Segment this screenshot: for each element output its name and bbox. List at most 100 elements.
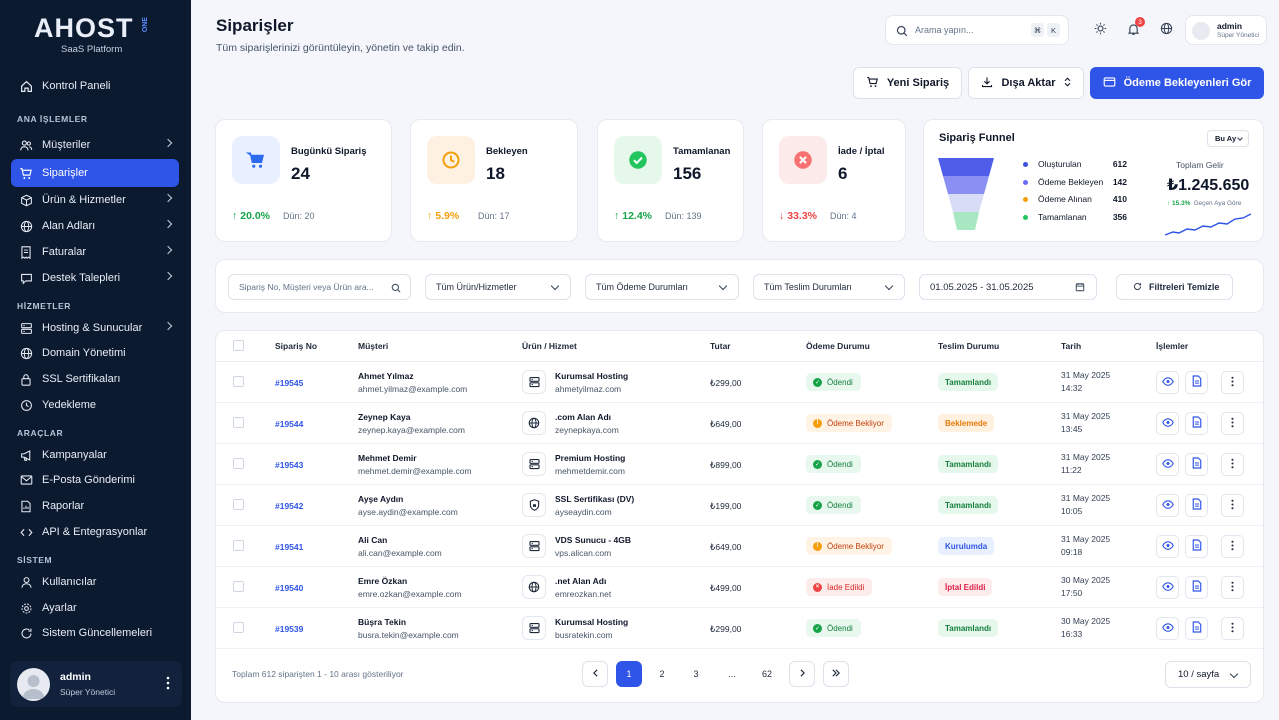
row-checkbox[interactable] — [233, 376, 244, 387]
view-button[interactable] — [1156, 576, 1179, 599]
invoice-button[interactable] — [1185, 576, 1208, 599]
table-row[interactable]: #19545 Ahmet Yılmaz ahmet.yilmaz@example… — [216, 362, 1263, 403]
sidebar-item-ssl[interactable]: SSL Sertifikaları — [11, 366, 179, 392]
sidebar-item-backup[interactable]: Yedekleme — [11, 392, 179, 418]
row-checkbox[interactable] — [233, 458, 244, 469]
view-button[interactable] — [1156, 412, 1179, 435]
notifications-button[interactable]: 3 — [1119, 15, 1147, 45]
row-checkbox[interactable] — [233, 417, 244, 428]
column-header[interactable]: Müşteri — [358, 341, 389, 351]
column-header[interactable]: Teslim Durumu — [938, 341, 1000, 351]
logo[interactable]: AHOST ONE SaaS Platform — [34, 13, 154, 57]
column-header[interactable]: Tarih — [1061, 341, 1082, 351]
view-button[interactable] — [1156, 494, 1179, 517]
more-actions-button[interactable] — [1221, 617, 1244, 640]
product-name: VDS Sunucu - 4GB — [555, 535, 632, 545]
clear-filters-button[interactable]: Filtreleri Temizle — [1116, 274, 1233, 300]
customer-email: mehmet.demir@example.com — [358, 466, 472, 476]
sidebar-item-dashboard[interactable]: Kontrol Paneli — [11, 73, 179, 99]
new-order-button[interactable]: Yeni Sipariş — [853, 67, 962, 99]
sidebar-item-hosting[interactable]: Hosting & Sunucular — [11, 315, 179, 341]
table-row[interactable]: #19544 Zeynep Kaya zeynep.kaya@example.c… — [216, 403, 1263, 444]
next-page-button[interactable] — [789, 661, 815, 687]
invoice-button[interactable] — [1185, 453, 1208, 476]
global-search-input[interactable]: Arama yapın... ⌘ K — [885, 15, 1069, 45]
page-button[interactable]: 3 — [693, 669, 699, 679]
page-button[interactable]: 2 — [659, 669, 665, 679]
customer-name: Zeynep Kaya — [358, 412, 411, 422]
invoice-button[interactable] — [1185, 412, 1208, 435]
more-actions-button[interactable] — [1221, 535, 1244, 558]
sidebar-item-label: Kampanyalar — [42, 449, 107, 461]
more-actions-button[interactable] — [1221, 494, 1244, 517]
more-actions-button[interactable] — [1221, 371, 1244, 394]
row-checkbox[interactable] — [233, 581, 244, 592]
view-button[interactable] — [1156, 371, 1179, 394]
order-number-link[interactable]: #19539 — [275, 624, 304, 634]
sidebar-item-support[interactable]: Destek Talepleri — [11, 265, 179, 291]
pending-payments-button[interactable]: Ödeme Bekleyenleri Gör — [1090, 67, 1264, 99]
view-button[interactable] — [1156, 453, 1179, 476]
sidebar-item-users[interactable]: Kullanıcılar — [11, 569, 179, 595]
order-number-link[interactable]: #19541 — [275, 542, 304, 552]
header-user-menu[interactable]: admin Süper Yönetici — [1185, 15, 1267, 45]
sidebar-section-tools: ARAÇLAR — [17, 428, 64, 438]
column-header[interactable]: Sipariş No — [275, 341, 318, 351]
language-button[interactable] — [1152, 15, 1180, 45]
date-range-input[interactable]: 01.05.2025 - 31.05.2025 — [919, 274, 1097, 300]
invoice-button[interactable] — [1185, 494, 1208, 517]
period-select[interactable]: Bu Ay — [1207, 130, 1249, 147]
order-number-link[interactable]: #19544 — [275, 419, 304, 429]
more-actions-button[interactable] — [1221, 453, 1244, 476]
select-all-checkbox[interactable] — [233, 340, 244, 351]
sidebar-item-customers[interactable]: Müşteriler — [11, 132, 179, 158]
column-header[interactable]: Ürün / Hizmet — [522, 341, 577, 351]
sidebar-item-reports[interactable]: Raporlar — [11, 493, 179, 519]
column-header[interactable]: Ödeme Durumu — [806, 341, 870, 351]
column-header[interactable]: Tutar — [710, 341, 731, 351]
table-row[interactable]: #19543 Mehmet Demir mehmet.demir@example… — [216, 444, 1263, 485]
last-page-button[interactable] — [823, 661, 849, 687]
order-number-link[interactable]: #19543 — [275, 460, 304, 470]
view-button[interactable] — [1156, 535, 1179, 558]
table-row[interactable]: #19542 Ayşe Aydın ayse.aydin@example.com… — [216, 485, 1263, 526]
row-checkbox[interactable] — [233, 499, 244, 510]
prev-page-button[interactable] — [582, 661, 608, 687]
more-actions-button[interactable] — [1221, 412, 1244, 435]
payment-filter-select[interactable]: Tüm Ödeme Durumları — [585, 274, 739, 300]
page-button[interactable]: 1 — [616, 661, 642, 687]
theme-toggle-button[interactable] — [1086, 15, 1114, 45]
sidebar-item-orders[interactable]: Siparişler — [11, 159, 179, 187]
page-button[interactable]: 62 — [761, 669, 772, 679]
export-button[interactable]: Dışa Aktar — [968, 67, 1084, 99]
row-checkbox[interactable] — [233, 540, 244, 551]
per-page-select[interactable]: 10 / sayfa — [1165, 661, 1251, 688]
sidebar-item-settings[interactable]: Ayarlar — [11, 595, 179, 621]
order-number-link[interactable]: #19545 — [275, 378, 304, 388]
invoice-button[interactable] — [1185, 617, 1208, 640]
invoice-button[interactable] — [1185, 535, 1208, 558]
order-number-link[interactable]: #19542 — [275, 501, 304, 511]
invoice-button[interactable] — [1185, 371, 1208, 394]
sidebar-item-updates[interactable]: Sistem Güncellemeleri — [11, 620, 179, 646]
more-vertical-icon[interactable] — [166, 676, 170, 690]
order-date: 31 May 2025 — [1061, 452, 1111, 462]
view-button[interactable] — [1156, 617, 1179, 640]
delivery-filter-select[interactable]: Tüm Teslim Durumları — [753, 274, 905, 300]
sidebar-item-email[interactable]: E-Posta Gönderimi — [11, 467, 179, 493]
order-number-link[interactable]: #19540 — [275, 583, 304, 593]
sidebar-item-products[interactable]: Ürün & Hizmetler — [11, 187, 179, 213]
table-row[interactable]: #19541 Ali Can ali.can@example.com VDS S… — [216, 526, 1263, 567]
row-checkbox[interactable] — [233, 622, 244, 633]
sidebar-item-domains[interactable]: Alan Adları — [11, 213, 179, 239]
more-actions-button[interactable] — [1221, 576, 1244, 599]
sidebar-user-card[interactable]: admin Süper Yönetici — [10, 661, 182, 707]
order-search-input[interactable]: Sipariş No, Müşteri veya Ürün ara... — [228, 274, 411, 300]
sidebar-item-api[interactable]: API & Entegrasyonlar — [11, 519, 179, 545]
sidebar-item-invoices[interactable]: Faturalar — [11, 239, 179, 265]
table-row[interactable]: #19540 Emre Özkan emre.ozkan@example.com… — [216, 567, 1263, 608]
product-filter-select[interactable]: Tüm Ürün/Hizmetler — [425, 274, 571, 300]
sidebar-item-campaigns[interactable]: Kampanyalar — [11, 442, 179, 468]
table-row[interactable]: #19539 Büşra Tekin busra.tekin@example.c… — [216, 608, 1263, 649]
sidebar-item-domain-management[interactable]: Domain Yönetimi — [11, 340, 179, 366]
